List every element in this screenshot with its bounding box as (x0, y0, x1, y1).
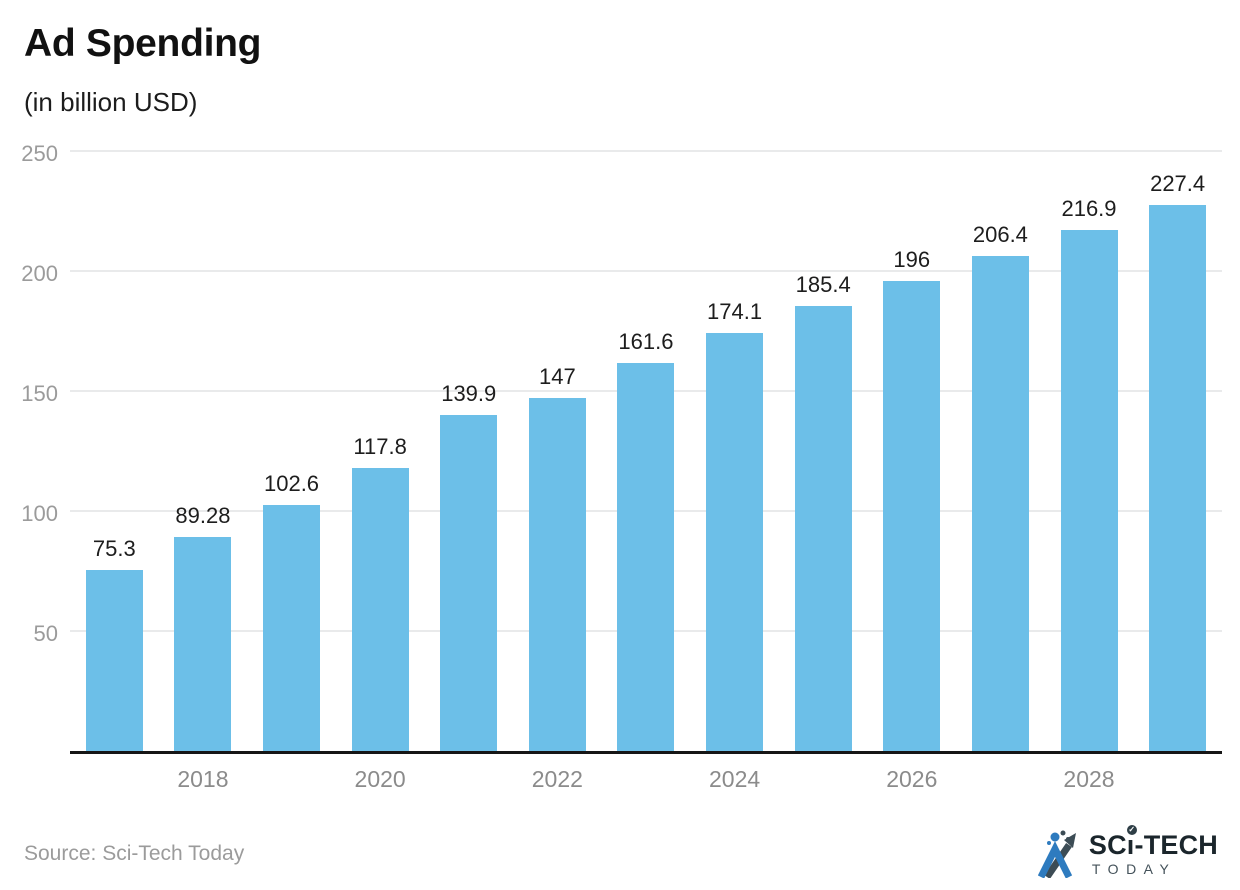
bar-slot-2025: 185.4 (779, 154, 868, 751)
bar-2024 (706, 333, 764, 751)
bar-slot-2018: 89.28 (159, 154, 248, 751)
gridline-250 (70, 150, 1222, 152)
bar-slot-2024: 174.1 (690, 154, 779, 751)
bar-value-label: 75.3 (92, 536, 136, 562)
x-tick-empty (1133, 754, 1222, 796)
bar-value-label: 206.4 (972, 221, 1028, 247)
bar-2020 (351, 468, 409, 751)
plot-area: 50 100 150 200 250 75.3 89.28 102.6 117.8 139.9 1… (21, 141, 1222, 754)
bar-2029 (1149, 205, 1207, 751)
bar-slot-2029: 227.4 (1133, 154, 1222, 751)
x-tick-label-2022: 2022 (531, 766, 583, 792)
bar-slot-2017: 75.3 (70, 154, 159, 751)
bar-2027 (971, 255, 1029, 751)
y-tick-label-150: 150 (21, 381, 58, 406)
gridline-200 (70, 270, 1222, 272)
y-tick-label-100: 100 (21, 501, 58, 526)
x-tick-label-2028: 2028 (1063, 766, 1115, 792)
bar-value-label: 147 (538, 364, 576, 390)
bar-value-label: 185.4 (795, 272, 851, 298)
bar-slot-2027: 206.4 (956, 154, 1045, 751)
bar-slot-2026: 196 (867, 154, 956, 751)
x-tick-label-2026: 2026 (886, 766, 938, 792)
bar-value-label: 174.1 (707, 299, 763, 325)
logo-brand-name: SC ı ✓ -TECH (1088, 825, 1218, 860)
bar-value-label: 161.6 (618, 329, 674, 355)
bar-value-label: 102.6 (263, 470, 320, 496)
logo-brand-suffix: -TECH (1134, 830, 1218, 860)
source-text: Source: Sci-Tech Today (24, 842, 245, 865)
bar-value-label: 89.28 (175, 502, 231, 528)
x-tick-label-2018: 2018 (177, 766, 229, 792)
chart-footer: Source: Sci-Tech Today SC ı ✓ -TECH TODAY (0, 825, 1240, 878)
x-tick-empty (424, 754, 513, 796)
page-title: Ad Spending (24, 22, 262, 65)
bar-value-label: 216.9 (1061, 196, 1117, 222)
chart-subtitle: (in billion USD) (24, 87, 198, 117)
x-tick-empty (247, 754, 336, 796)
bar-value-label: 139.9 (441, 381, 497, 407)
y-tick-label-50: 50 (33, 621, 58, 646)
y-tick-label-250: 250 (21, 141, 58, 166)
bar-2026 (883, 280, 941, 751)
logo-brand-sub: TODAY (1091, 861, 1177, 877)
logo-brand-i: ı ✓ (1126, 825, 1137, 860)
logo-brand-i-letter: ı (1126, 830, 1135, 860)
scitech-today-logo: SC ı ✓ -TECH TODAY (1037, 825, 1218, 878)
bar-slot-2019: 102.6 (247, 154, 336, 751)
bar-2028 (1060, 230, 1118, 751)
bar-slot-2023: 161.6 (602, 154, 691, 751)
x-tick-empty (70, 754, 159, 796)
chart-header: Ad Spending (in billion USD) (0, 0, 1240, 118)
x-tick-empty (956, 754, 1045, 796)
x-tick-label-2024: 2024 (708, 766, 761, 792)
scitech-logo-icon (1037, 830, 1076, 878)
logo-check-icon: ✓ (1126, 825, 1137, 835)
bar-2019 (263, 504, 321, 751)
logo-brand-prefix: SC (1088, 830, 1127, 860)
x-tick-label-2020: 2020 (354, 766, 406, 792)
bar-slot-2020: 117.8 (336, 154, 425, 751)
bar-value-label: 117.8 (353, 434, 407, 460)
x-tick-empty (602, 754, 691, 796)
bar-2018 (174, 536, 232, 751)
bar-value-label: 196 (893, 246, 931, 272)
y-tick-label-200: 200 (21, 261, 58, 286)
bar-slot-2028: 216.9 (1045, 154, 1134, 751)
bar-slot-2021: 139.9 (424, 154, 513, 751)
bar-2017 (85, 570, 143, 751)
x-tick-empty (779, 754, 868, 796)
bar-slot-2022: 147 (513, 154, 602, 751)
bar-2025 (794, 306, 852, 751)
bar-value-label: 227.4 (1150, 171, 1206, 197)
bar-2023 (617, 363, 675, 751)
x-axis-labels: 2018 2020 2022 2024 2026 2028 (70, 754, 1222, 796)
bar-2022 (528, 398, 586, 751)
bar-2021 (440, 415, 498, 751)
bars-layer: 75.3 89.28 102.6 117.8 139.9 147 161.6 174.1 185… (70, 154, 1222, 751)
logo-text: SC ı ✓ -TECH TODAY (1088, 825, 1218, 877)
bar-chart: 50 100 150 200 250 75.3 89.28 102.6 117.8 139.9 1… (21, 141, 1222, 796)
